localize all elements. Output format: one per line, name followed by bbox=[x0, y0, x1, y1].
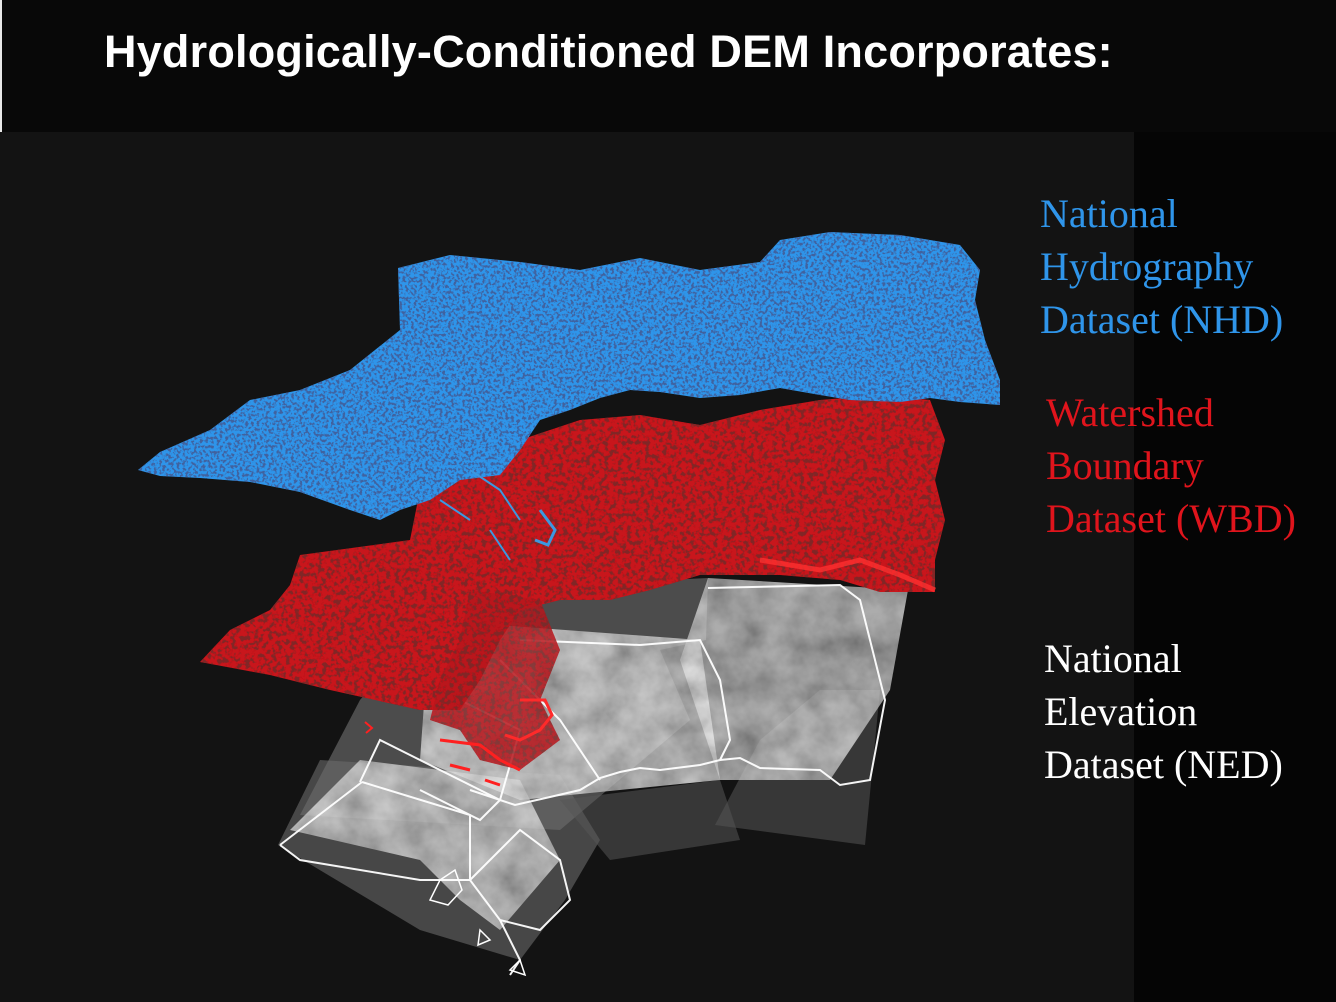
wbd-label-line-2: Boundary bbox=[1046, 443, 1204, 488]
nhd-layer bbox=[138, 232, 1000, 561]
ned-label-line-2: Elevation bbox=[1044, 689, 1198, 734]
wbd-layer bbox=[200, 395, 945, 787]
nhd-label-line-2: Hydrography bbox=[1040, 244, 1254, 289]
right-panel bbox=[1134, 132, 1336, 1002]
nhd-label: National Hydrography Dataset (NHD) bbox=[1040, 187, 1283, 346]
wbd-label-line-1: Watershed bbox=[1046, 390, 1214, 435]
wbd-label-line-3: Dataset (WBD) bbox=[1046, 496, 1296, 541]
nhd-label-line-1: National bbox=[1040, 191, 1178, 236]
ned-label-line-1: National bbox=[1044, 636, 1182, 681]
slide-title: Hydrologically-Conditioned DEM Incorpora… bbox=[0, 0, 1336, 132]
ned-label-line-3: Dataset (NED) bbox=[1044, 742, 1283, 787]
ned-label: National Elevation Dataset (NED) bbox=[1044, 632, 1283, 791]
nhd-label-line-3: Dataset (NHD) bbox=[1040, 297, 1284, 342]
title-text: Hydrologically-Conditioned DEM Incorpora… bbox=[104, 26, 1113, 77]
wbd-label: Watershed Boundary Dataset (WBD) bbox=[1046, 386, 1296, 545]
